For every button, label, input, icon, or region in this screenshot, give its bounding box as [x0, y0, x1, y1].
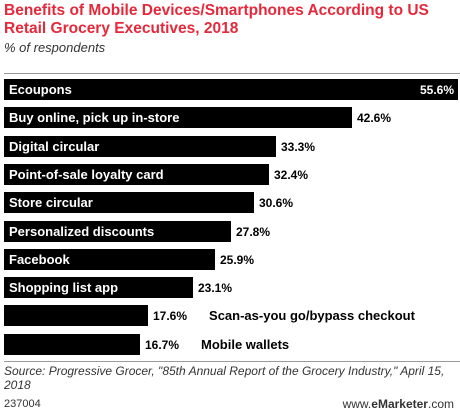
bottom-divider: [4, 361, 460, 362]
bar: [4, 334, 140, 355]
brand-name: Marketer: [377, 397, 428, 411]
bar: [4, 136, 276, 157]
value-label: 16.7%: [145, 338, 179, 352]
bar: [4, 221, 231, 242]
brand-logo[interactable]: www.eMarketer.com: [343, 397, 454, 411]
brand-suffix: .com: [427, 397, 454, 411]
bar: [4, 79, 458, 100]
chart-subtitle: % of respondents: [4, 40, 106, 55]
bar: [4, 164, 269, 185]
value-label: 42.6%: [357, 111, 391, 125]
category-label: Facebook: [9, 252, 70, 267]
chart-id: 237004: [4, 398, 41, 410]
source-note: Source: Progressive Grocer, "85th Annual…: [4, 364, 445, 392]
brand-prefix: www.: [342, 397, 372, 411]
category-label: Store circular: [9, 195, 93, 210]
value-label: 23.1%: [198, 281, 232, 295]
category-label: Personalized discounts: [9, 224, 154, 239]
top-divider: [4, 73, 460, 74]
value-label: 32.4%: [274, 168, 308, 182]
category-label: Mobile wallets: [201, 337, 289, 352]
bar: [4, 249, 215, 270]
category-label: Ecoupons: [9, 82, 72, 97]
bar: [4, 107, 352, 128]
value-label: 30.6%: [259, 196, 293, 210]
value-label: 55.6%: [420, 83, 454, 97]
brand-e: e: [371, 397, 378, 411]
value-label: 33.3%: [281, 140, 315, 154]
category-label: Digital circular: [9, 139, 99, 154]
value-label: 17.6%: [153, 309, 187, 323]
bar: [4, 192, 254, 213]
category-label: Buy online, pick up in-store: [9, 110, 179, 125]
value-label: 27.8%: [236, 225, 270, 239]
bar: [4, 277, 193, 298]
category-label: Point-of-sale loyalty card: [9, 167, 164, 182]
category-label: Scan-as-you go/bypass checkout: [209, 308, 416, 323]
chart-title: Benefits of Mobile Devices/Smartphones A…: [4, 2, 429, 37]
category-label: Shopping list app: [9, 280, 118, 295]
value-label: 25.9%: [220, 253, 254, 267]
bar: [4, 305, 148, 326]
